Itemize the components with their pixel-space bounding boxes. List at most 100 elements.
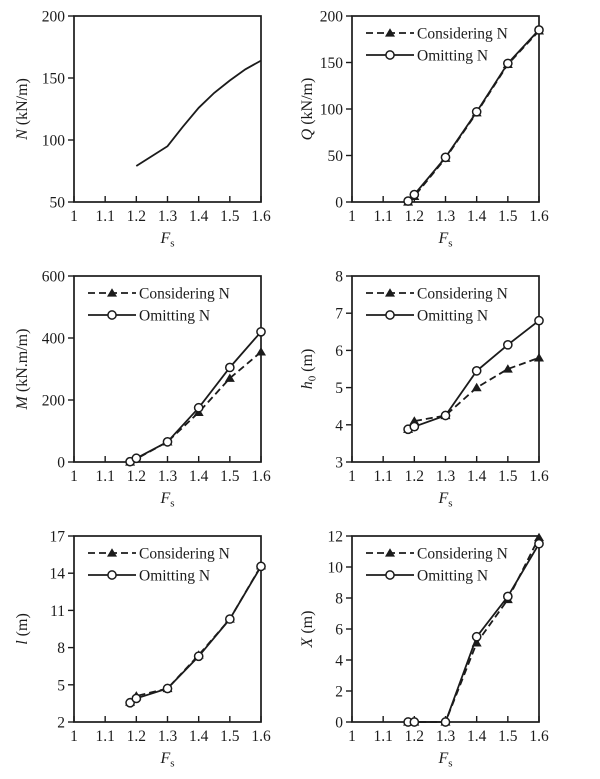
chart-l: 1 1.1 1.2 1.3 1.4 1.5 1.6 2 5 8 11 14 17 Considering … — [0, 520, 300, 779]
chart-x: 1 1.1 1.2 1.3 1.4 1.5 1.6 0 2 4 6 8 10 12 Considering … — [300, 520, 600, 779]
svg-text:1.1: 1.1 — [95, 208, 114, 225]
chart-q: 1 1.1 1.2 1.3 1.4 1.5 1.6 0 50 100 150 200 Consideri… — [300, 0, 600, 260]
svg-text:Fs: Fs — [437, 230, 452, 250]
svg-text:14: 14 — [50, 566, 66, 583]
svg-text:1.6: 1.6 — [251, 468, 271, 485]
chart-l-canvas: 1 1.1 1.2 1.3 1.4 1.5 1.6 2 5 8 11 14 17 Considering … — [14, 529, 271, 770]
svg-text:1.6: 1.6 — [529, 208, 549, 225]
svg-text:50: 50 — [328, 148, 344, 165]
svg-text:1.6: 1.6 — [529, 728, 549, 745]
svg-text:1.3: 1.3 — [158, 728, 178, 745]
svg-text:1: 1 — [348, 208, 356, 225]
svg-text:1.4: 1.4 — [467, 208, 487, 225]
svg-text:50: 50 — [50, 195, 66, 212]
svg-text:8: 8 — [335, 591, 343, 608]
svg-text:1.3: 1.3 — [436, 468, 456, 485]
svg-text:200: 200 — [42, 393, 66, 410]
svg-text:0: 0 — [57, 455, 65, 472]
svg-text:6: 6 — [335, 343, 343, 360]
svg-text:200: 200 — [42, 9, 66, 26]
svg-text:Omitting N: Omitting N — [139, 308, 210, 325]
svg-text:2: 2 — [57, 715, 65, 732]
svg-text:1.2: 1.2 — [405, 728, 424, 745]
svg-text:1.5: 1.5 — [498, 728, 518, 745]
svg-text:1.3: 1.3 — [436, 208, 456, 225]
svg-text:12: 12 — [328, 529, 344, 546]
svg-text:h0 (m): h0 (m) — [300, 349, 319, 390]
svg-text:1: 1 — [348, 468, 356, 485]
svg-text:Q (kN/m): Q (kN/m) — [300, 78, 316, 141]
svg-text:10: 10 — [328, 560, 344, 577]
svg-text:1.5: 1.5 — [220, 728, 240, 745]
svg-text:1.6: 1.6 — [251, 728, 271, 745]
svg-text:1.2: 1.2 — [127, 208, 146, 225]
chart-m: 1 1.1 1.2 1.3 1.4 1.5 1.6 0 200 400 600 Considering… — [0, 260, 300, 520]
svg-text:M (kN.m/m): M (kN.m/m) — [14, 329, 31, 411]
svg-text:Considering N: Considering N — [139, 286, 230, 303]
svg-text:1.2: 1.2 — [405, 468, 424, 485]
svg-text:1.4: 1.4 — [189, 728, 209, 745]
svg-text:1.5: 1.5 — [498, 468, 518, 485]
svg-text:Fs: Fs — [159, 750, 174, 770]
svg-text:7: 7 — [335, 306, 343, 323]
svg-text:100: 100 — [320, 102, 344, 119]
svg-text:1.4: 1.4 — [189, 468, 209, 485]
svg-text:150: 150 — [320, 55, 344, 72]
svg-text:600: 600 — [42, 269, 66, 286]
svg-text:1.1: 1.1 — [373, 728, 392, 745]
svg-text:1.3: 1.3 — [158, 468, 178, 485]
svg-text:1.2: 1.2 — [127, 728, 146, 745]
svg-text:17: 17 — [50, 529, 66, 546]
svg-text:4: 4 — [335, 653, 343, 670]
svg-text:1: 1 — [70, 208, 78, 225]
svg-text:6: 6 — [335, 622, 343, 639]
chart-m-canvas: 1 1.1 1.2 1.3 1.4 1.5 1.6 0 200 400 600 Considering… — [14, 269, 271, 510]
svg-text:2: 2 — [335, 684, 343, 701]
svg-text:1: 1 — [70, 728, 78, 745]
svg-text:1: 1 — [70, 468, 78, 485]
svg-text:5: 5 — [335, 380, 343, 397]
svg-text:1.5: 1.5 — [220, 468, 240, 485]
svg-text:1.3: 1.3 — [158, 208, 178, 225]
chart-h0-canvas: 1 1.1 1.2 1.3 1.4 1.5 1.6 3 4 5 6 7 8 Considering N Om… — [300, 269, 549, 510]
svg-text:l (m): l (m) — [14, 613, 31, 645]
svg-text:0: 0 — [335, 195, 343, 212]
svg-text:1.6: 1.6 — [251, 208, 271, 225]
svg-text:Considering N: Considering N — [417, 26, 508, 43]
svg-text:0: 0 — [335, 715, 343, 732]
svg-text:200: 200 — [320, 9, 344, 26]
svg-text:1.2: 1.2 — [405, 208, 424, 225]
svg-text:400: 400 — [42, 331, 66, 348]
svg-text:X (m): X (m) — [300, 611, 316, 649]
chart-h0: 1 1.1 1.2 1.3 1.4 1.5 1.6 3 4 5 6 7 8 Considering N Om… — [300, 260, 600, 520]
chart-n-canvas: 1 1.1 1.2 1.3 1.4 1.5 1.6 50 100 150 200 Fs N (kN/m) — [14, 9, 271, 250]
svg-text:Omitting N: Omitting N — [417, 568, 488, 585]
svg-text:1.1: 1.1 — [95, 468, 114, 485]
svg-text:Fs: Fs — [437, 490, 452, 510]
svg-text:Considering N: Considering N — [139, 546, 230, 563]
svg-text:Fs: Fs — [159, 230, 174, 250]
svg-text:1.1: 1.1 — [373, 208, 392, 225]
svg-text:8: 8 — [57, 640, 65, 657]
svg-text:Omitting N: Omitting N — [139, 568, 210, 585]
svg-text:1.2: 1.2 — [127, 468, 146, 485]
svg-text:100: 100 — [42, 133, 66, 150]
svg-text:8: 8 — [335, 269, 343, 286]
svg-text:5: 5 — [57, 677, 65, 694]
svg-text:1.4: 1.4 — [467, 468, 487, 485]
svg-text:Omitting N: Omitting N — [417, 48, 488, 65]
svg-text:11: 11 — [50, 603, 65, 620]
svg-text:1.1: 1.1 — [95, 728, 114, 745]
svg-text:1.5: 1.5 — [220, 208, 240, 225]
svg-text:4: 4 — [335, 417, 343, 434]
svg-text:N (kN/m): N (kN/m) — [14, 78, 31, 141]
svg-text:Considering N: Considering N — [417, 546, 508, 563]
svg-text:Fs: Fs — [437, 750, 452, 770]
svg-text:1.5: 1.5 — [498, 208, 518, 225]
chart-n: 1 1.1 1.2 1.3 1.4 1.5 1.6 50 100 150 200 Fs N (kN/m) — [0, 0, 300, 260]
svg-text:1.3: 1.3 — [436, 728, 456, 745]
svg-text:Omitting N: Omitting N — [417, 308, 488, 325]
svg-text:1.4: 1.4 — [189, 208, 209, 225]
svg-text:1.1: 1.1 — [373, 468, 392, 485]
